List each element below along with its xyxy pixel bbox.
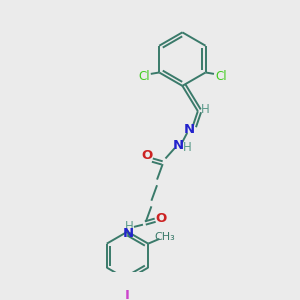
- Text: H: H: [124, 220, 133, 232]
- Text: Cl: Cl: [138, 70, 149, 83]
- Text: I: I: [125, 289, 130, 300]
- Text: Cl: Cl: [215, 70, 227, 83]
- Text: CH₃: CH₃: [155, 232, 176, 242]
- Text: N: N: [184, 123, 195, 136]
- Text: H: H: [200, 103, 209, 116]
- Text: N: N: [172, 139, 184, 152]
- Text: O: O: [142, 148, 153, 162]
- Text: H: H: [183, 141, 191, 154]
- Text: N: N: [123, 227, 134, 240]
- Text: O: O: [156, 212, 167, 225]
